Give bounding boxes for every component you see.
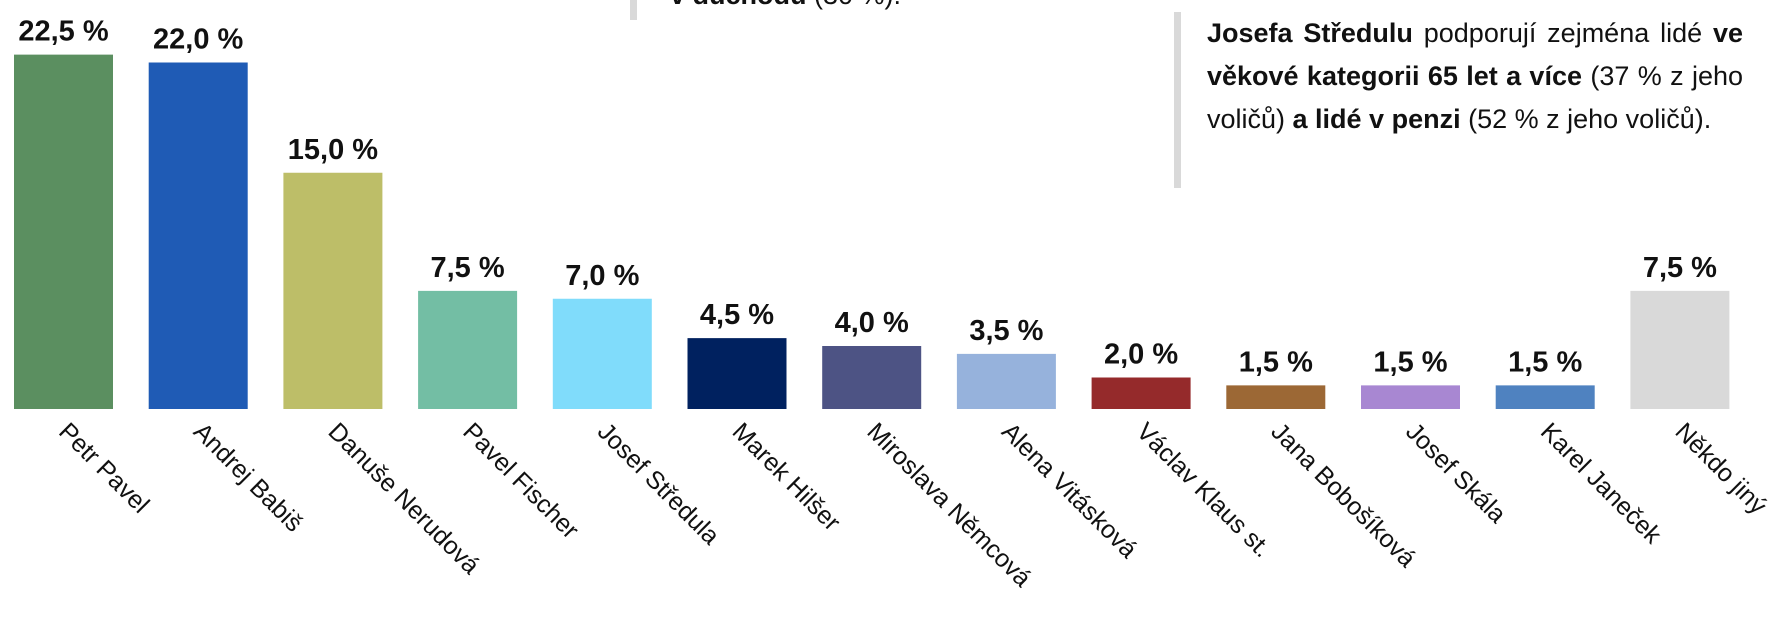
data-label: 22,5 % — [18, 16, 108, 48]
x-tick-label: Danuše Nerudová — [323, 417, 485, 579]
note-text: Josefa Středulu — [1207, 18, 1413, 48]
x-tick-label: Pavel Fischer — [457, 417, 584, 544]
data-label: 1,5 % — [1239, 346, 1313, 378]
bar — [687, 338, 787, 409]
note-box: Josefa Středulu podporují zejména lidé v… — [1174, 12, 1743, 188]
note-text: (30 %). — [807, 0, 901, 10]
note-text: (52 % z jeho voličů). — [1460, 104, 1712, 134]
bar — [1361, 385, 1460, 409]
bar — [1226, 385, 1326, 409]
bar — [822, 346, 922, 409]
bar — [552, 298, 652, 409]
bar — [1495, 385, 1595, 409]
x-tick-label: Petr Pavel — [53, 417, 154, 518]
note-text: (37 % z jeho voličů) — [1207, 61, 1743, 134]
data-label: 1,5 % — [1373, 346, 1447, 378]
x-tick-label: Marek Hilšer — [727, 417, 846, 536]
bar — [283, 172, 383, 409]
x-tick-label: Václav Klaus st. — [1131, 417, 1277, 563]
data-label: 4,5 % — [700, 299, 774, 331]
data-label: 7,5 % — [1643, 252, 1717, 284]
x-tick-label: Alena Vitásková — [996, 417, 1142, 563]
data-label: 4,0 % — [835, 307, 909, 339]
data-label: 2,0 % — [1104, 339, 1178, 371]
data-label: 7,0 % — [565, 260, 639, 292]
data-label: 3,5 % — [969, 315, 1043, 347]
x-tick-label: Andrej Babiš — [188, 417, 308, 537]
data-label: 22,0 % — [153, 24, 243, 56]
bar — [956, 353, 1056, 409]
bar — [14, 54, 113, 409]
x-tick-label: Josef Středula — [592, 417, 725, 550]
bar — [1630, 290, 1730, 409]
note-text: v důchodu — [670, 0, 807, 10]
note-text: podporují zejména lidé — [1412, 18, 1713, 48]
bar — [418, 290, 518, 409]
data-label: 1,5 % — [1508, 346, 1582, 378]
data-label: 7,5 % — [431, 252, 505, 284]
note-text: ve věkové kategorii 65 let a více — [1207, 18, 1743, 91]
data-label: 15,0 % — [288, 134, 378, 166]
bar — [148, 62, 248, 409]
x-tick-label: Josef Skála — [1400, 417, 1511, 528]
x-tick-label: Někdo jiný — [1670, 417, 1773, 520]
note-box: v důchodu (30 %). — [630, 0, 970, 20]
note-text: a lidé v penzi — [1292, 104, 1461, 134]
x-tick-label: Jana Bobošíková — [1266, 417, 1421, 572]
x-tick-label: Karel Janeček — [1535, 417, 1667, 549]
bar — [1091, 377, 1191, 409]
